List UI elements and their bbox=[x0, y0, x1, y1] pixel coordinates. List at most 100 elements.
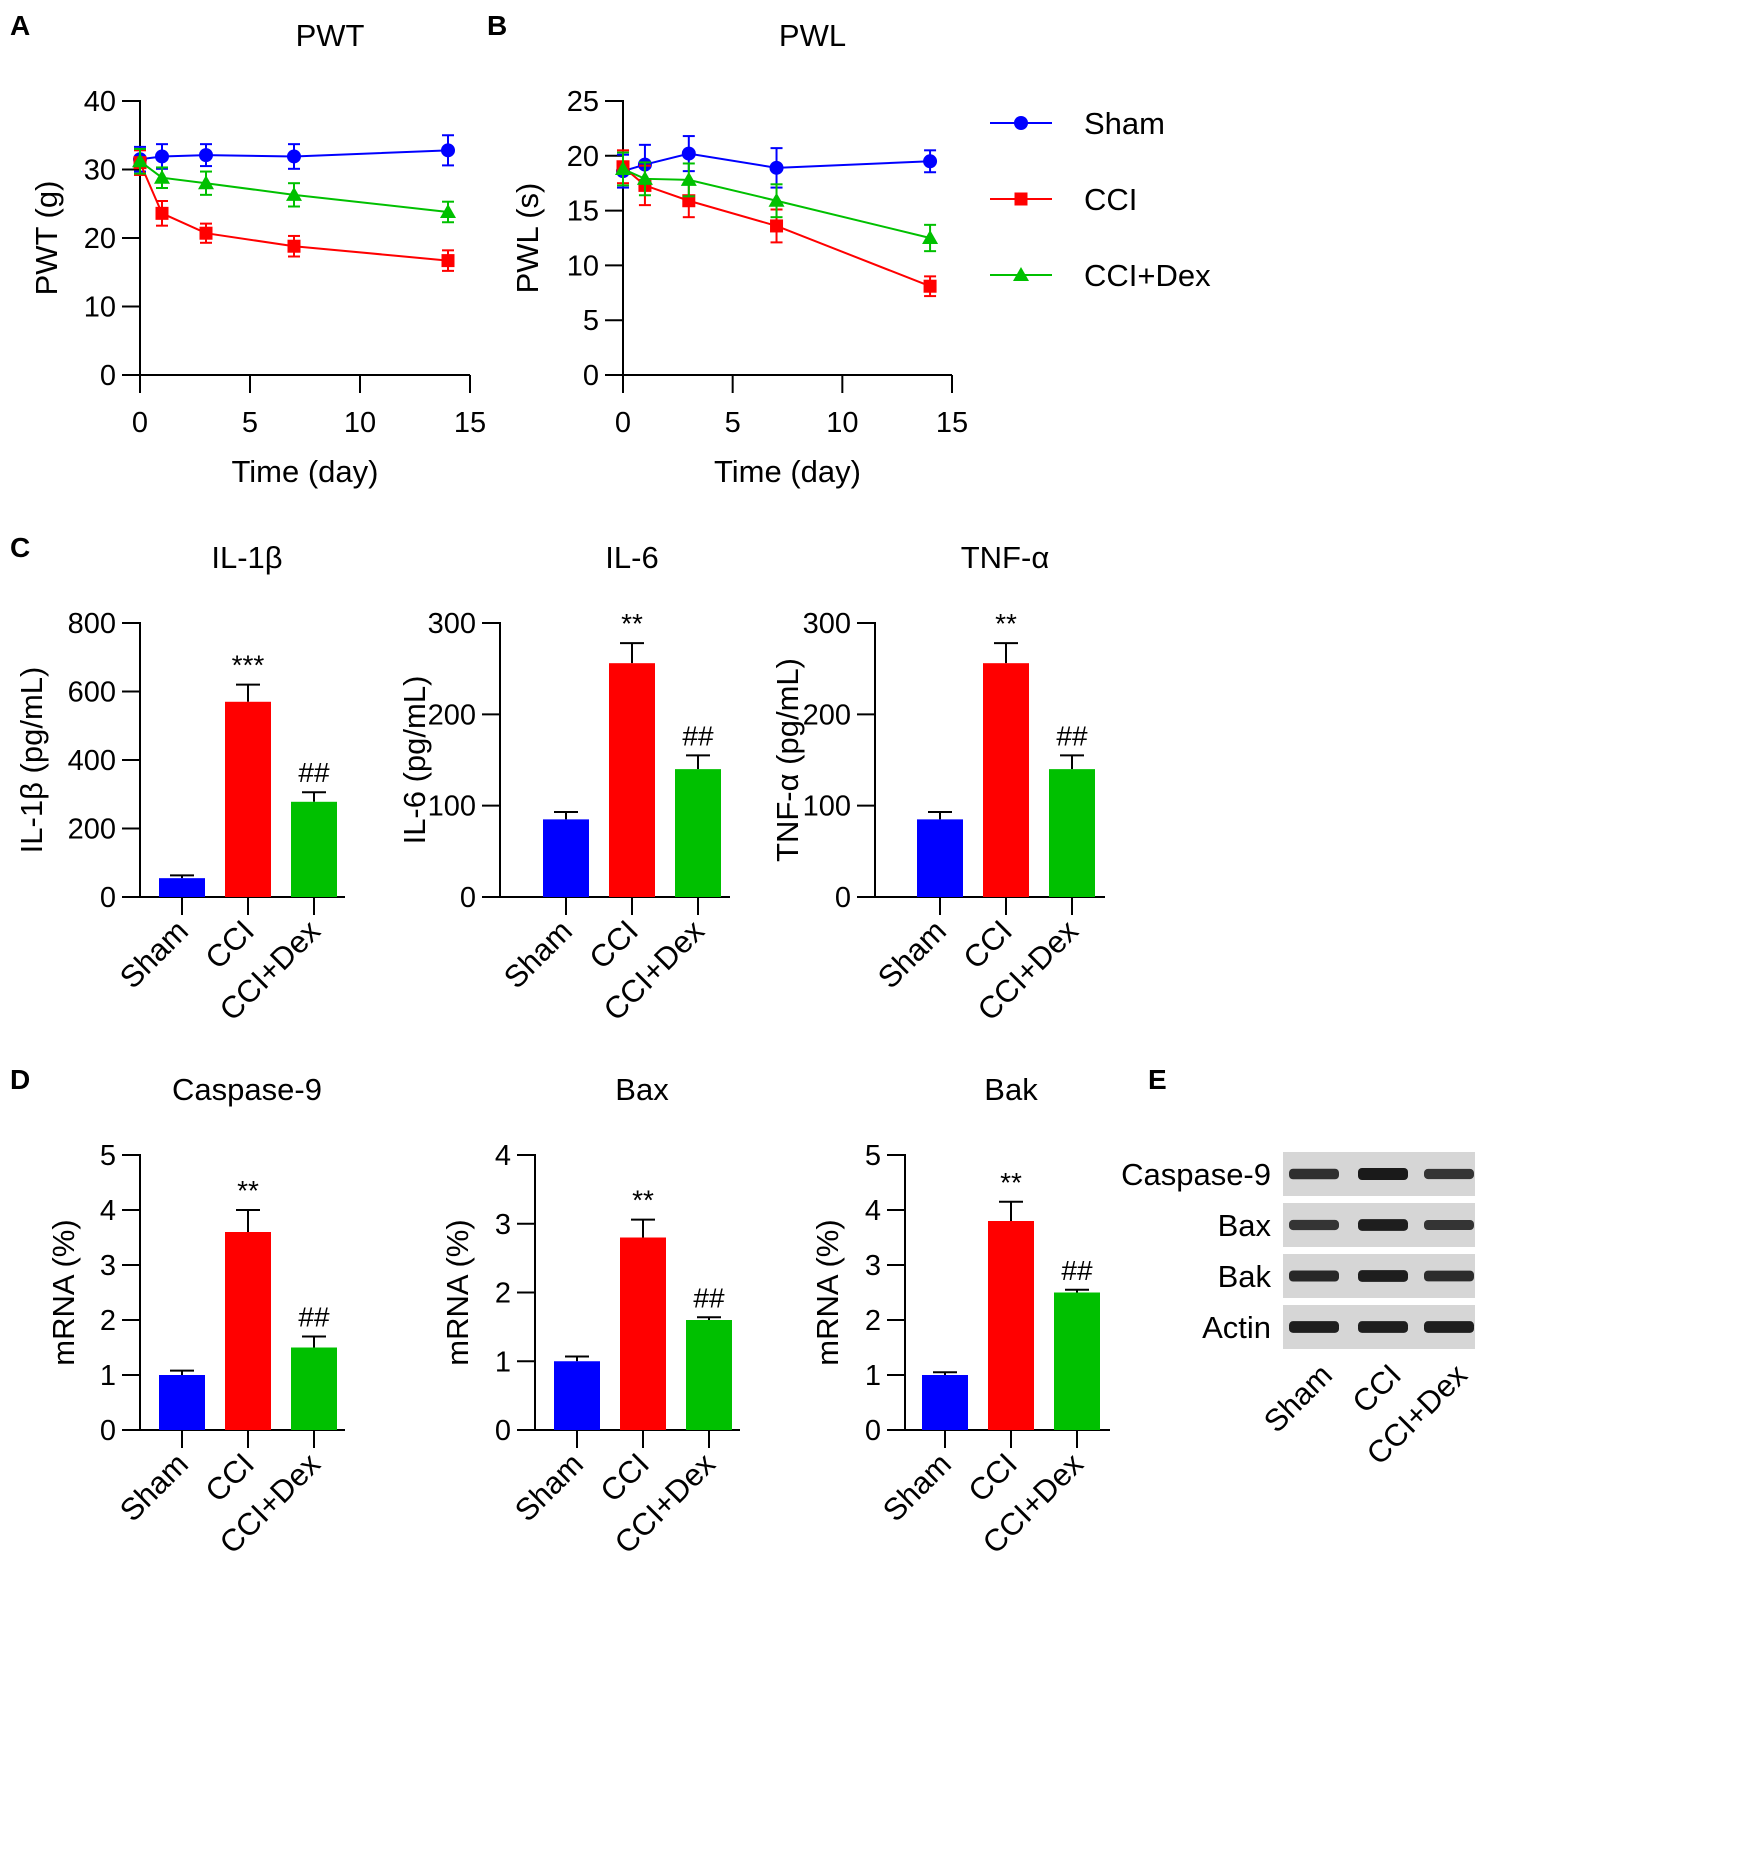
blot-band bbox=[1289, 1219, 1339, 1231]
bar-cci-dex bbox=[1049, 769, 1095, 897]
data-point bbox=[680, 171, 697, 186]
y-tick-label: 5 bbox=[865, 1140, 881, 1172]
legend-marker bbox=[1013, 267, 1029, 281]
significance-label: ## bbox=[298, 757, 330, 788]
y-axis-label: IL-1β (pg/mL) bbox=[14, 667, 49, 854]
y-tick-label: 3 bbox=[865, 1250, 881, 1282]
data-point bbox=[923, 279, 937, 293]
blot-row-label: Bax bbox=[1218, 1208, 1272, 1243]
bar-cci bbox=[983, 663, 1029, 897]
chart-1: B 0 5 10 15 20 25 PWL (s) PWL 0 5 10 15 Time (day) bbox=[487, 10, 968, 489]
panel-letter: C bbox=[10, 532, 30, 563]
y-tick-label: 2 bbox=[495, 1278, 511, 1310]
blot-band bbox=[1289, 1321, 1339, 1333]
data-point bbox=[441, 143, 455, 158]
bar-cci-dex bbox=[291, 1347, 337, 1430]
chart-title: TNF-α bbox=[961, 540, 1050, 575]
y-tick-label: 100 bbox=[428, 791, 476, 823]
legend: Sham CCI CCI+Dex bbox=[990, 106, 1211, 293]
bar-cci bbox=[225, 1232, 271, 1430]
bar-sham bbox=[917, 819, 963, 897]
x-tick-label: 10 bbox=[344, 407, 376, 439]
y-axis-label: mRNA (%) bbox=[810, 1219, 845, 1365]
y-tick-label: 4 bbox=[495, 1140, 511, 1172]
panel-letter: A bbox=[10, 10, 30, 41]
blot-lane-label: Sham bbox=[1257, 1357, 1339, 1439]
bar-cci bbox=[620, 1237, 666, 1430]
y-axis-label: PWL (s) bbox=[510, 183, 545, 294]
chart-title: Bax bbox=[615, 1072, 669, 1107]
y-axis-label: IL-6 (pg/mL) bbox=[397, 676, 432, 845]
data-point bbox=[155, 206, 169, 220]
bar-sham bbox=[554, 1361, 600, 1430]
y-tick-label: 0 bbox=[835, 882, 851, 914]
significance-label: ## bbox=[1061, 1255, 1093, 1286]
blot-row-caspase-9: Caspase-9 bbox=[1121, 1152, 1475, 1196]
y-tick-label: 800 bbox=[68, 608, 116, 640]
y-tick-label: 20 bbox=[84, 223, 116, 255]
significance-label: ** bbox=[1000, 1167, 1022, 1198]
y-tick-label: 1 bbox=[100, 1360, 116, 1392]
y-axis-label: TNF-α (pg/mL) bbox=[770, 658, 805, 862]
data-point bbox=[923, 154, 938, 169]
data-point bbox=[199, 148, 213, 163]
significance-label: ## bbox=[298, 1302, 330, 1333]
significance-label: ## bbox=[1056, 720, 1088, 751]
x-tick-label: 15 bbox=[454, 407, 486, 439]
y-tick-label: 200 bbox=[803, 699, 851, 731]
data-point bbox=[769, 160, 784, 175]
data-point bbox=[636, 170, 653, 185]
panel-letter: B bbox=[487, 10, 507, 41]
x-axis-label: Time (day) bbox=[232, 454, 379, 489]
y-tick-label: 2 bbox=[865, 1305, 881, 1337]
data-point bbox=[770, 219, 784, 233]
data-point bbox=[132, 153, 148, 168]
blot-row-label: Caspase-9 bbox=[1121, 1157, 1271, 1192]
chart-title: PWT bbox=[296, 18, 365, 53]
blot-band bbox=[1289, 1270, 1339, 1282]
bar-sham bbox=[543, 819, 589, 897]
bar-cci-dex bbox=[1054, 1292, 1100, 1430]
blot-band bbox=[1424, 1219, 1474, 1231]
significance-label: ** bbox=[632, 1185, 654, 1216]
x-tick-label: 10 bbox=[826, 407, 858, 439]
y-tick-label: 300 bbox=[428, 608, 476, 640]
legend-label: Sham bbox=[1084, 106, 1165, 141]
data-point bbox=[440, 203, 456, 218]
y-tick-label: 10 bbox=[567, 250, 599, 282]
significance-label: ## bbox=[693, 1282, 725, 1313]
y-tick-label: 25 bbox=[567, 86, 599, 118]
chart-title: IL-1β bbox=[211, 540, 282, 575]
significance-label: ## bbox=[682, 720, 714, 751]
blot-row-bax: Bax bbox=[1218, 1203, 1475, 1247]
blot-row-label: Bak bbox=[1218, 1259, 1272, 1294]
data-point bbox=[441, 254, 455, 268]
bar-cci bbox=[609, 663, 655, 897]
x-tick-label: Sham bbox=[871, 913, 953, 995]
x-tick-label: Sham bbox=[508, 1446, 590, 1528]
y-tick-label: 3 bbox=[495, 1209, 511, 1241]
x-tick-label: Sham bbox=[113, 913, 195, 995]
x-tick-label: 0 bbox=[615, 407, 631, 439]
data-point bbox=[615, 160, 631, 175]
data-point bbox=[287, 149, 301, 164]
x-tick-label: Sham bbox=[876, 1446, 958, 1528]
significance-label: *** bbox=[232, 650, 265, 681]
y-tick-label: 15 bbox=[567, 196, 599, 228]
data-point bbox=[287, 239, 301, 253]
bar-cci bbox=[988, 1221, 1034, 1430]
x-tick-label: Sham bbox=[497, 913, 579, 995]
data-point bbox=[768, 192, 785, 207]
data-point bbox=[922, 230, 939, 244]
bar-cci-dex bbox=[675, 769, 721, 897]
x-tick-label: 15 bbox=[936, 407, 968, 439]
x-tick-label: 0 bbox=[132, 407, 148, 439]
x-axis-label: Time (day) bbox=[714, 454, 861, 489]
y-tick-label: 300 bbox=[803, 608, 851, 640]
blot-band bbox=[1424, 1321, 1474, 1333]
blot-band bbox=[1289, 1168, 1339, 1180]
